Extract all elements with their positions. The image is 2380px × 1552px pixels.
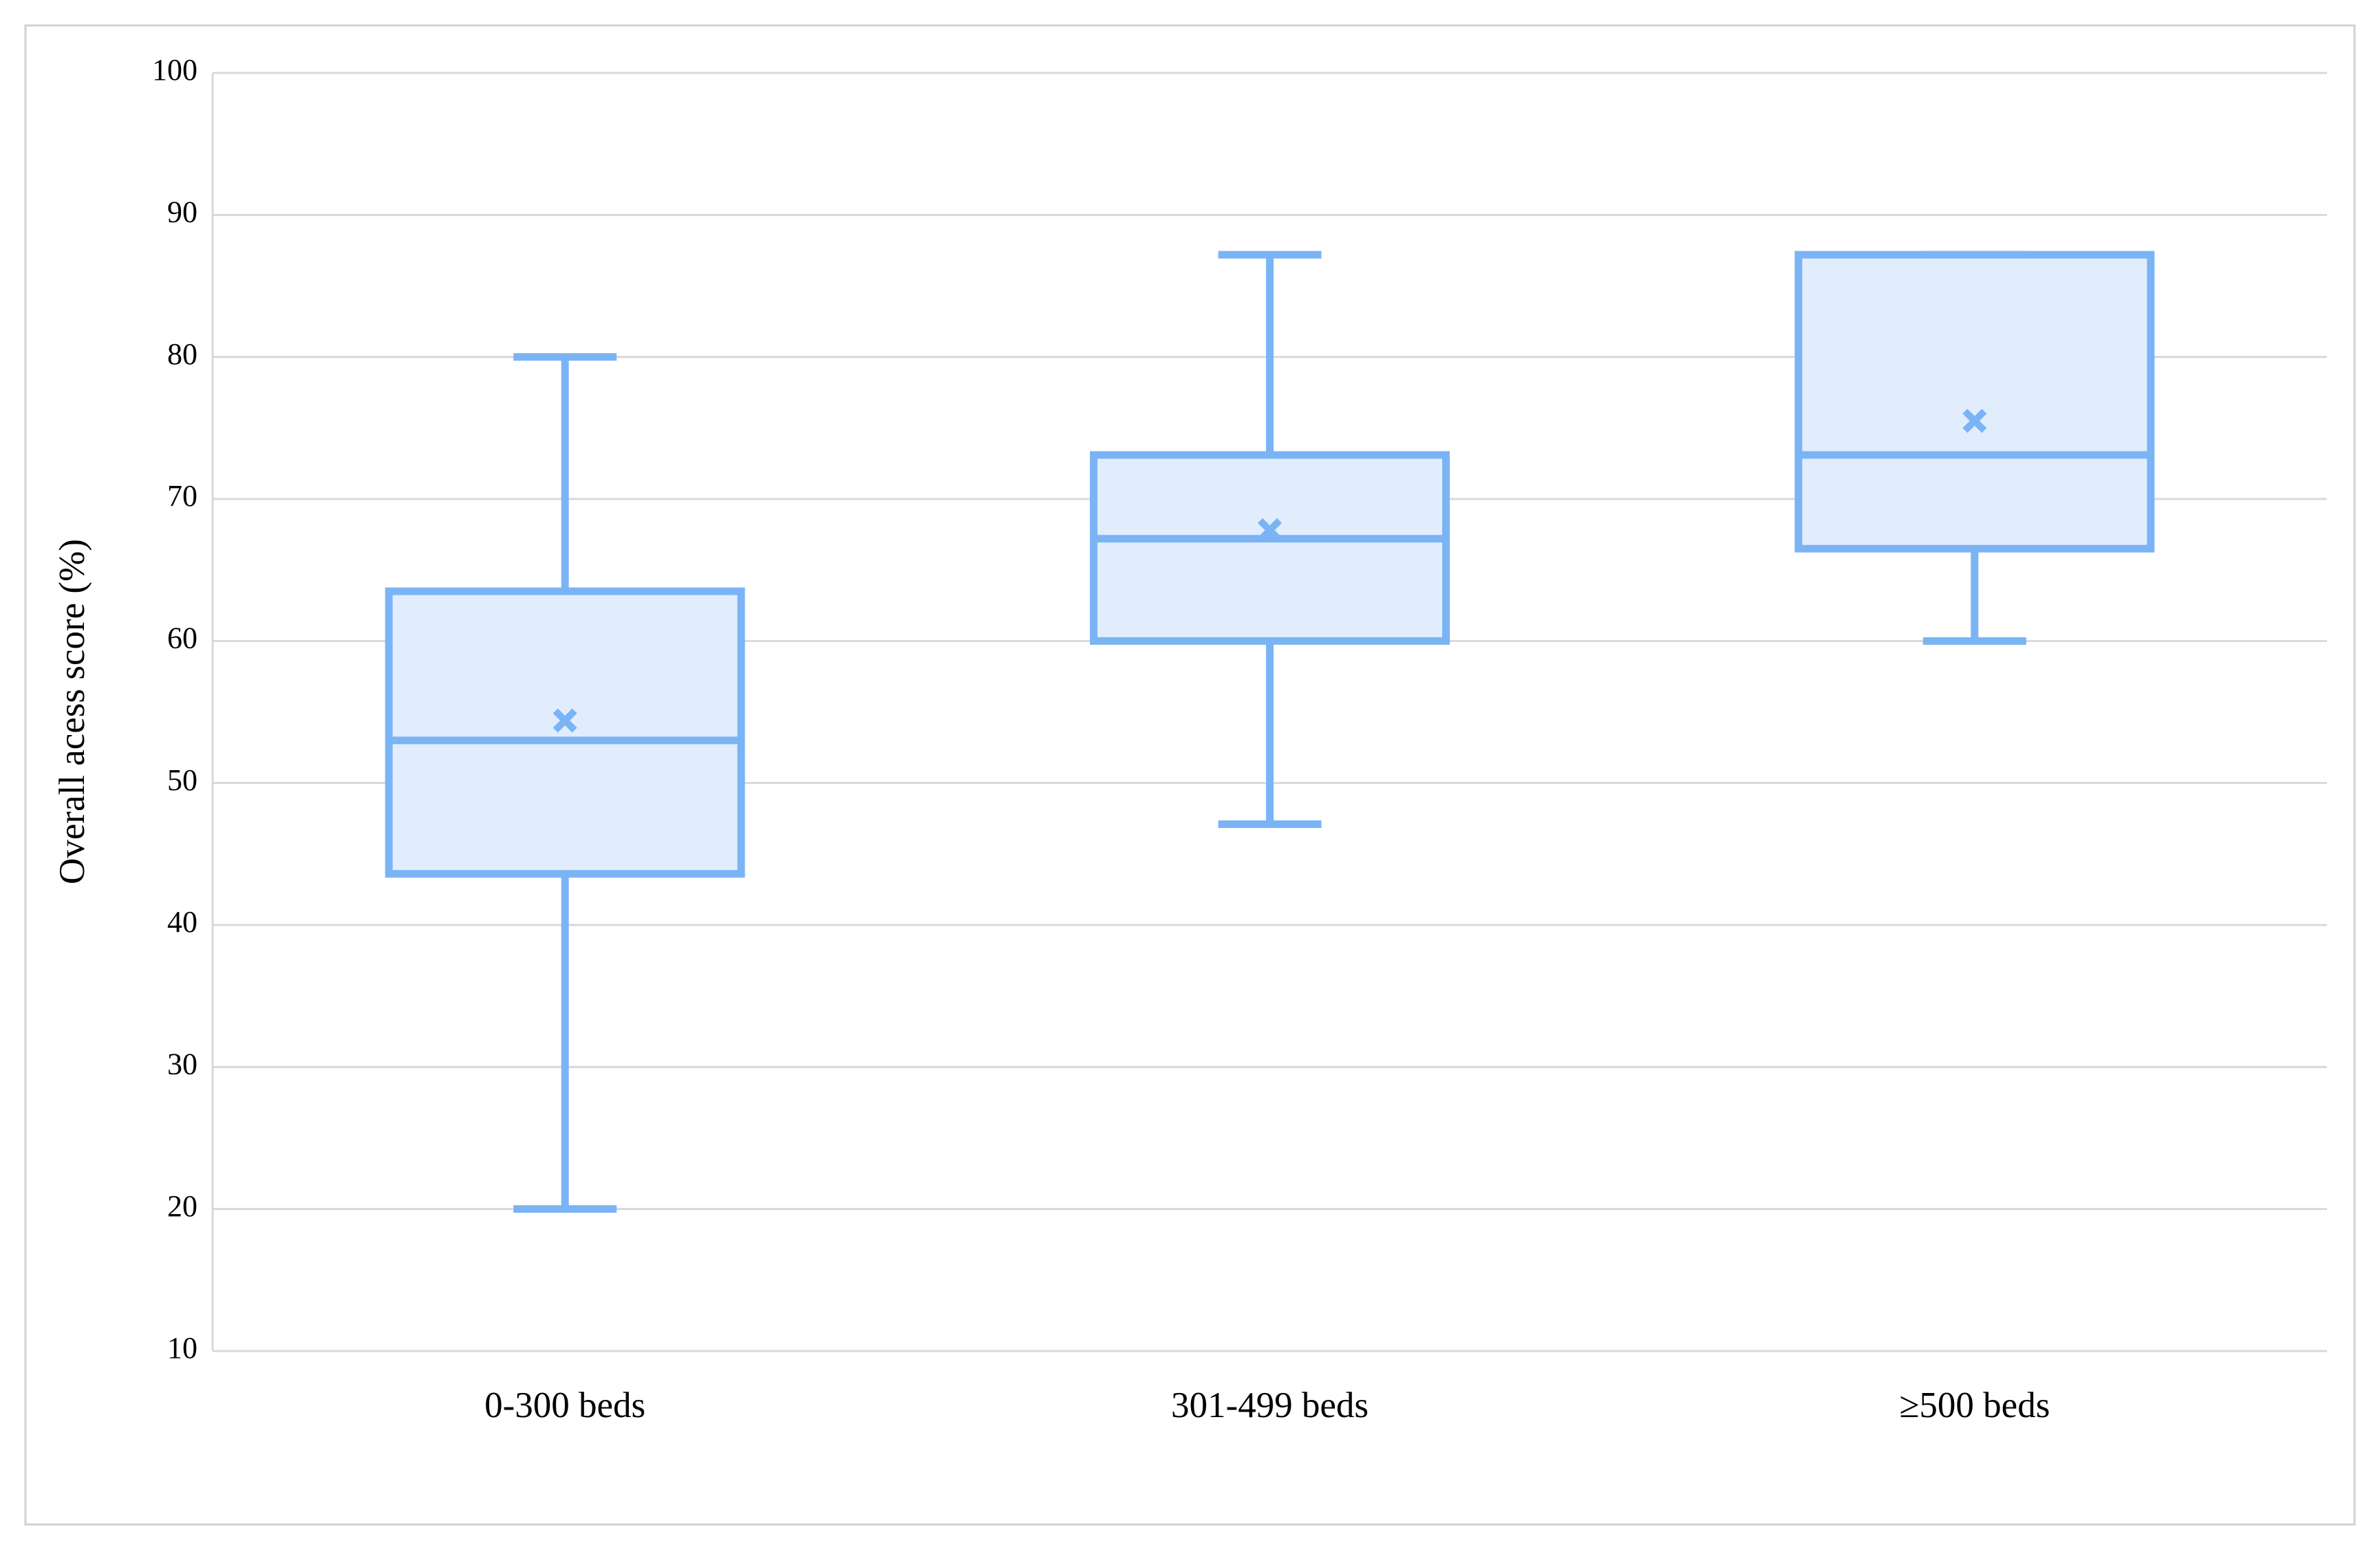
y-tick-label: 90 <box>167 195 197 228</box>
y-tick-label: 40 <box>167 905 197 939</box>
y-tick-label: 60 <box>167 621 197 655</box>
y-axis-label: Overall acess score (%) <box>52 539 92 884</box>
box <box>1090 451 1450 645</box>
mean-stroke <box>1962 408 1987 434</box>
mean-marker <box>1962 408 1987 434</box>
x-tick-label: ≥500 beds <box>1899 1385 2050 1425</box>
y-tick-label: 70 <box>167 479 197 513</box>
x-tick-label: 301-499 beds <box>1171 1385 1369 1425</box>
mean-stroke <box>1257 518 1283 542</box>
box <box>1794 251 2155 553</box>
x-tick-label: 0-300 beds <box>484 1385 645 1425</box>
chart-border <box>24 24 2356 1526</box>
y-tick-label: 80 <box>167 337 197 371</box>
y-tick-label: 30 <box>167 1047 197 1081</box>
mean-marker <box>553 708 577 733</box>
y-tick-label: 50 <box>167 763 197 797</box>
box <box>385 587 745 878</box>
mean-marker <box>1257 518 1283 542</box>
y-tick-label: 20 <box>167 1189 197 1223</box>
y-tick-label: 10 <box>167 1331 197 1365</box>
mean-stroke <box>553 708 577 733</box>
y-tick-label: 100 <box>152 53 197 87</box>
